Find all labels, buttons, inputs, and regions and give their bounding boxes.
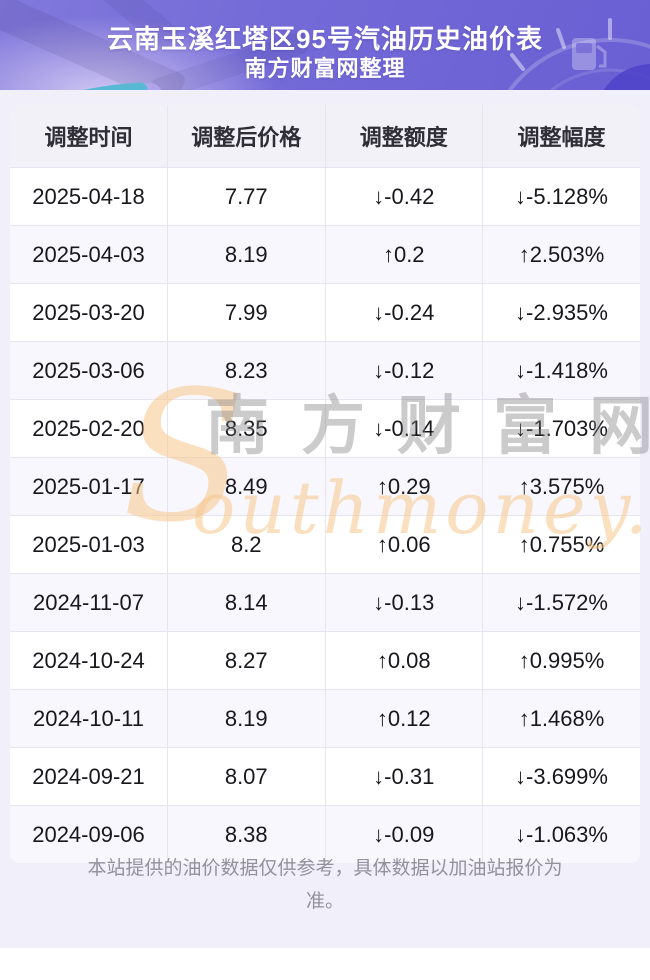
date-cell: 2025-03-06: [10, 341, 168, 400]
table-row: 2024-10-24 8.27 ↑0.08 ↑0.995%: [10, 631, 640, 690]
table-row: 2025-01-17 8.49 ↑0.29 ↑3.575%: [10, 457, 640, 516]
change-cell: ↑0.12: [325, 689, 483, 748]
change-cell: ↓-0.12: [325, 341, 483, 400]
price-cell: 8.38: [167, 805, 326, 863]
date-cell: 2025-02-20: [10, 399, 168, 458]
change-cell: ↓-0.09: [325, 805, 483, 863]
price-table-card: 调整时间 调整后价格 调整额度 调整幅度 2025-04-18 7.77 ↓-0.4…: [10, 105, 640, 863]
change-cell: ↓-0.24: [325, 283, 483, 342]
table-row: 2025-03-20 7.99 ↓-0.24 ↓-2.935%: [10, 283, 640, 342]
table-row: 2025-04-03 8.19 ↑0.2 ↑2.503%: [10, 225, 640, 284]
change-cell: ↓-0.31: [325, 747, 483, 806]
table-row: 2024-09-21 8.07 ↓-0.31 ↓-3.699%: [10, 747, 640, 806]
price-cell: 8.27: [167, 631, 326, 690]
column-header-percent: 调整幅度: [482, 105, 640, 168]
date-cell: 2024-10-11: [10, 689, 168, 748]
price-cell: 8.49: [167, 457, 326, 516]
fuel-nozzle-shape: [0, 0, 308, 105]
date-cell: 2024-09-21: [10, 747, 168, 806]
disclaimer-note: 本站提供的油价数据仅供参考，具体数据以加油站报价为准。: [87, 858, 563, 913]
price-cell: 8.35: [167, 399, 326, 458]
price-cell: 7.99: [167, 283, 326, 342]
date-cell: 2024-11-07: [10, 573, 168, 632]
table-body: 2025-04-18 7.77 ↓-0.42 ↓-5.128% 2025-04-03 8.…: [10, 167, 640, 863]
column-header-change: 调整额度: [325, 105, 483, 168]
date-cell: 2025-04-18: [10, 167, 168, 226]
percent-cell: ↓-1.063%: [482, 805, 640, 863]
table-row: 2025-02-20 8.35 ↓-0.14 ↓-1.703%: [10, 399, 640, 458]
table-row: 2024-09-06 8.38 ↓-0.09 ↓-1.063%: [10, 805, 640, 863]
change-cell: ↑0.06: [325, 515, 483, 574]
page-subtitle: 南方财富网整理: [244, 55, 406, 81]
table-row: 2024-11-07 8.14 ↓-0.13 ↓-1.572%: [10, 573, 640, 632]
price-cell: 8.23: [167, 341, 326, 400]
price-cell: 8.07: [167, 747, 326, 806]
column-header-date: 调整时间: [10, 105, 168, 168]
column-header-price: 调整后价格: [167, 105, 326, 168]
page-banner: 云南玉溪红塔区95号汽油历史油价表 南方财富网整理: [0, 0, 650, 105]
percent-cell: ↑0.995%: [482, 631, 640, 690]
table-row: 2024-10-11 8.19 ↑0.12 ↑1.468%: [10, 689, 640, 748]
percent-cell: ↑1.468%: [482, 689, 640, 748]
table-row: 2025-01-03 8.2 ↑0.06 ↑0.755%: [10, 515, 640, 574]
price-cell: 8.19: [167, 225, 326, 284]
percent-cell: ↓-2.935%: [482, 283, 640, 342]
table-row: 2025-03-06 8.23 ↓-0.12 ↓-1.418%: [10, 341, 640, 400]
date-cell: 2024-09-06: [10, 805, 168, 863]
bottom-spacer: [0, 948, 650, 980]
table-header-row: 调整时间 调整后价格 调整额度 调整幅度: [10, 105, 640, 168]
price-cell: 8.2: [167, 515, 326, 574]
price-cell: 7.77: [167, 167, 326, 226]
change-cell: ↓-0.13: [325, 573, 483, 632]
percent-cell: ↓-1.703%: [482, 399, 640, 458]
percent-cell: ↓-5.128%: [482, 167, 640, 226]
price-history-table: 调整时间 调整后价格 调整额度 调整幅度 2025-04-18 7.77 ↓-0.4…: [10, 105, 640, 863]
percent-cell: ↑0.755%: [482, 515, 640, 574]
percent-cell: ↑2.503%: [482, 225, 640, 284]
change-cell: ↑0.08: [325, 631, 483, 690]
date-cell: 2025-01-03: [10, 515, 168, 574]
content-area: 调整时间 调整后价格 调整额度 调整幅度 2025-04-18 7.77 ↓-0.4…: [0, 90, 650, 948]
date-cell: 2025-03-20: [10, 283, 168, 342]
page-title: 云南玉溪红塔区95号汽油历史油价表: [107, 23, 543, 54]
price-cell: 8.14: [167, 573, 326, 632]
date-cell: 2025-04-03: [10, 225, 168, 284]
percent-cell: ↓-1.418%: [482, 341, 640, 400]
change-cell: ↓-0.14: [325, 399, 483, 458]
percent-cell: ↓-3.699%: [482, 747, 640, 806]
change-cell: ↑0.2: [325, 225, 483, 284]
change-cell: ↑0.29: [325, 457, 483, 516]
percent-cell: ↑3.575%: [482, 457, 640, 516]
date-cell: 2025-01-17: [10, 457, 168, 516]
table-row: 2025-04-18 7.77 ↓-0.42 ↓-5.128%: [10, 167, 640, 226]
price-cell: 8.19: [167, 689, 326, 748]
change-cell: ↓-0.42: [325, 167, 483, 226]
date-cell: 2024-10-24: [10, 631, 168, 690]
percent-cell: ↓-1.572%: [482, 573, 640, 632]
fuel-gauge-shape: [476, 18, 650, 105]
